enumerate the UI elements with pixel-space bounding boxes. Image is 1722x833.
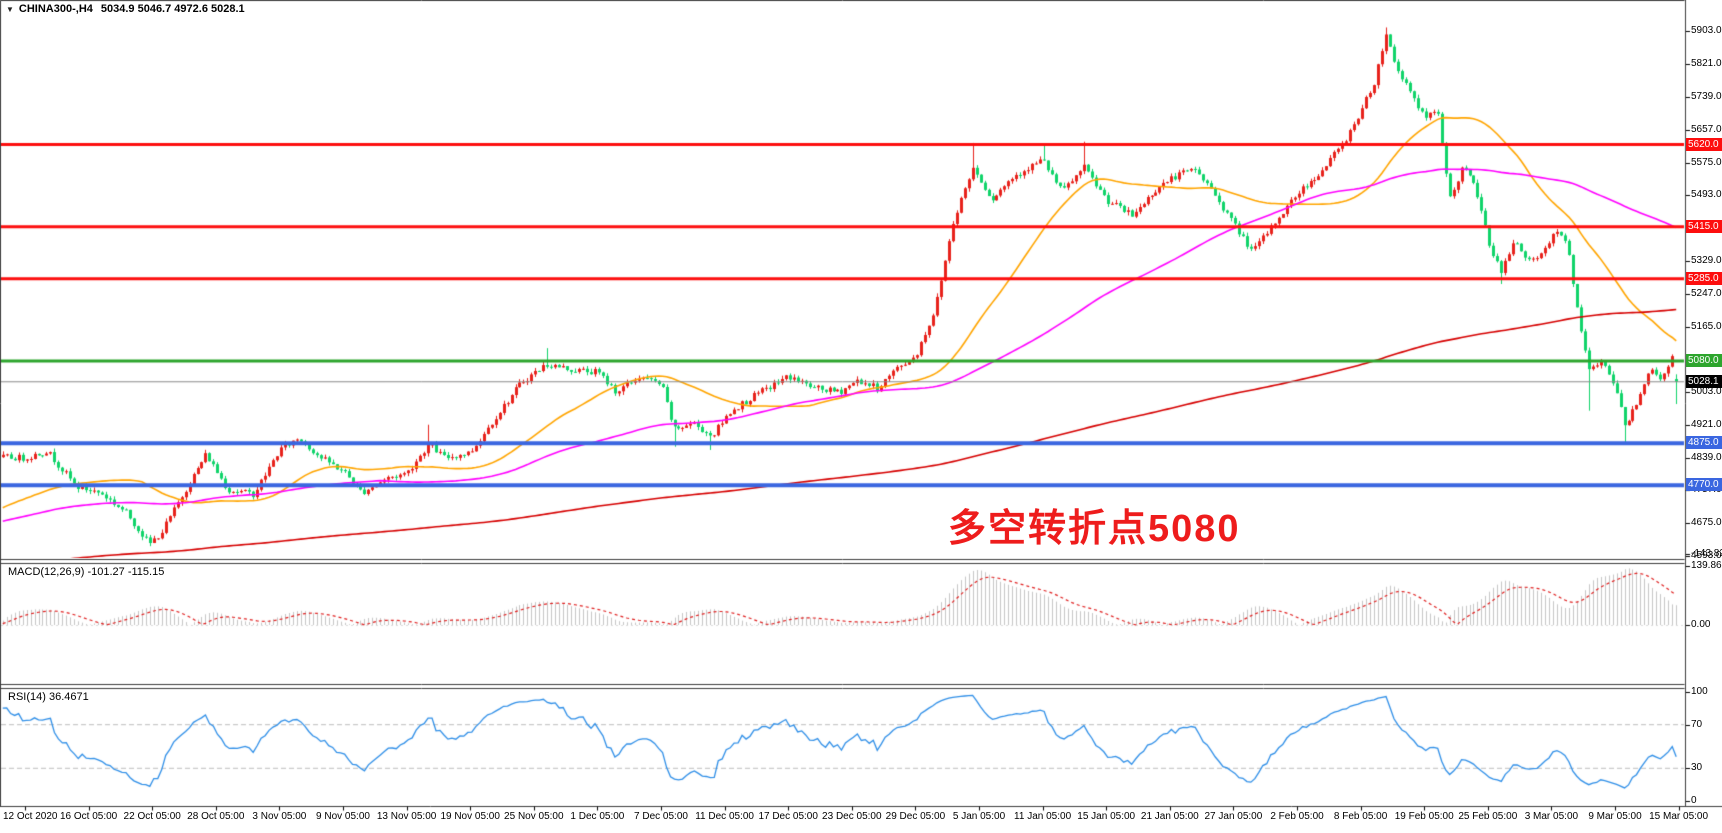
- time-axis-label: 9 Nov 05:00: [316, 811, 370, 822]
- time-axis-label: 25 Feb 05:00: [1458, 811, 1518, 822]
- time-axis-label: 16 Oct 05:00: [59, 811, 118, 822]
- price-tick-label: 4593.0: [1691, 550, 1722, 562]
- time-axis-label: 19 Nov 05:00: [440, 811, 500, 822]
- price-tick-label: 5657.0: [1691, 123, 1722, 135]
- time-axis-label: 17 Dec 05:00: [758, 811, 818, 822]
- rsi-axis-label: 30: [1691, 762, 1703, 774]
- time-axis-label: 2 Feb 05:00: [1270, 811, 1324, 822]
- time-axis-label: 8 Feb 05:00: [1333, 811, 1388, 822]
- rsi-axis-label: 70: [1691, 718, 1703, 730]
- time-axis-label: 23 Dec 05:00: [822, 811, 882, 822]
- price-tick-label: 5575.0: [1691, 156, 1722, 168]
- price-tick-label: 5821.0: [1691, 57, 1722, 69]
- macd-axis-label: 0.00: [1691, 619, 1711, 630]
- time-axis-label: 27 Jan 05:00: [1204, 811, 1263, 822]
- price-level-badge: 5620.0: [1686, 137, 1722, 151]
- time-axis-label: 9 Mar 05:00: [1588, 811, 1642, 822]
- price-level-badge: 5415.0: [1686, 219, 1722, 233]
- macd-axis-label: -143.82: [1691, 548, 1722, 560]
- time-axis-label: 12 Oct 2020: [3, 811, 58, 822]
- macd-indicator-label: MACD(12,26,9) -101.27 -115.15: [8, 566, 165, 578]
- quote-ohlc-values: 5034.9 5046.7 4972.6 5028.1: [100, 3, 245, 15]
- price-tick-label: 5003.0: [1691, 385, 1722, 397]
- time-axis-label: 21 Jan 05:00: [1140, 811, 1199, 822]
- price-level-badge: 4875.0: [1686, 436, 1722, 450]
- time-axis-label: 3 Nov 05:00: [252, 811, 307, 822]
- price-tick-label: 5903.0: [1691, 25, 1722, 37]
- rsi-axis-label: 100: [1691, 686, 1708, 697]
- price-level-badge: 4770.0: [1686, 478, 1722, 492]
- price-tick-label: 5247.0: [1691, 288, 1722, 300]
- price-tick-label: 5739.0: [1691, 90, 1722, 102]
- time-axis-label: 7 Dec 05:00: [634, 811, 688, 822]
- time-axis-label: 13 Nov 05:00: [376, 811, 437, 822]
- rsi-axis-label: 0: [1691, 795, 1697, 806]
- time-axis-label: 11 Dec 05:00: [695, 811, 754, 822]
- symbol-period-label[interactable]: CHINA300-,H4: [18, 3, 93, 15]
- time-axis-label: 5 Jan 05:00: [952, 811, 1006, 822]
- time-axis-label: 15 Jan 05:00: [1077, 811, 1136, 822]
- time-axis-label: 15 Mar 05:00: [1649, 811, 1709, 822]
- macd-axis-label: 139.86: [1691, 559, 1722, 571]
- time-axis-label: 19 Feb 05:00: [1394, 811, 1454, 822]
- time-axis-label: 11 Jan 05:00: [1014, 811, 1072, 822]
- time-axis-label: 3 Mar 05:00: [1524, 811, 1579, 822]
- price-level-badge: 5285.0: [1686, 271, 1722, 285]
- quote-bar: ▼ CHINA300-,H4 5034.9 5046.7 4972.6 5028.1: [6, 3, 245, 15]
- time-axis-label: 22 Oct 05:00: [123, 811, 181, 822]
- time-axis-label: 29 Dec 05:00: [885, 811, 946, 822]
- price-tick-label: 5165.0: [1691, 320, 1722, 332]
- time-axis-label: 28 Oct 05:00: [187, 811, 245, 822]
- price-tick-label: 5329.0: [1691, 255, 1722, 267]
- rsi-indicator-label: RSI(14) 36.4671: [8, 691, 89, 703]
- price-level-badge: 5028.1: [1686, 374, 1722, 388]
- price-tick-label: 4675.0: [1691, 517, 1722, 529]
- time-axis-label: 25 Nov 05:00: [504, 811, 564, 822]
- price-tick-label: 4839.0: [1691, 451, 1722, 463]
- symbol-dropdown-icon[interactable]: ▼: [6, 5, 14, 14]
- time-axis-label: 1 Dec 05:00: [570, 811, 625, 822]
- annotation-text[interactable]: 多空转折点5080: [948, 508, 1241, 550]
- price-tick-label: 4921.0: [1691, 418, 1722, 430]
- price-tick-label: 5493.0: [1691, 189, 1722, 201]
- price-level-badge: 5080.0: [1686, 353, 1722, 367]
